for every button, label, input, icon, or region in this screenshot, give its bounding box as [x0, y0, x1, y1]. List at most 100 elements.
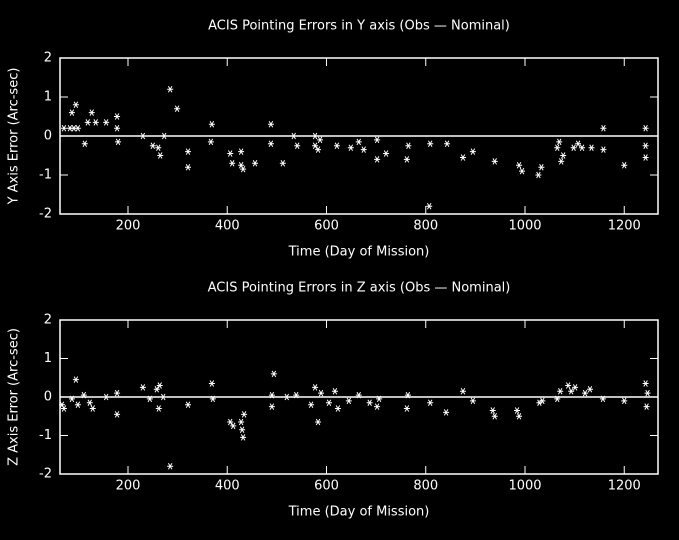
data-point: [167, 85, 174, 93]
y-tick-label: -2: [39, 467, 52, 482]
data-point: [74, 401, 81, 408]
data-point: [519, 167, 526, 175]
data-point: [599, 395, 606, 403]
chart-title: ACIS Pointing Errors in Z axis (Obs — No…: [208, 281, 511, 296]
data-point: [68, 395, 75, 403]
data-point: [491, 412, 498, 420]
data-point: [267, 121, 274, 128]
data-point: [86, 399, 93, 407]
data-point: [459, 154, 466, 161]
x-tick-label: 600: [314, 479, 339, 494]
data-point: [114, 113, 121, 120]
data-point: [239, 426, 246, 433]
data-point: [160, 393, 167, 401]
data-point: [88, 109, 95, 116]
data-point: [565, 382, 572, 389]
x-tick-label: 400: [215, 479, 240, 494]
data-point: [283, 393, 290, 401]
data-point: [374, 136, 381, 144]
y-tick-label: 0: [44, 129, 52, 144]
data-point: [115, 138, 122, 146]
data-point: [539, 397, 546, 405]
data-point: [268, 403, 275, 410]
data-point: [240, 434, 247, 441]
data-point: [376, 395, 383, 403]
data-point: [355, 391, 362, 399]
x-tick-label: 1200: [608, 479, 641, 494]
data-point: [403, 156, 410, 163]
data-point: [489, 407, 496, 414]
y-tick-label: -1: [39, 168, 52, 183]
chart-title: ACIS Pointing Errors in Y axis (Obs — No…: [208, 19, 510, 34]
data-point: [347, 144, 354, 151]
data-point: [209, 395, 216, 403]
data-point: [469, 397, 476, 405]
data-point: [355, 138, 362, 146]
data-point: [153, 386, 160, 393]
data-point: [360, 146, 367, 153]
data-point: [405, 142, 412, 150]
data-point: [557, 387, 564, 395]
data-point: [92, 119, 99, 126]
data-point: [642, 142, 649, 150]
data-point: [568, 387, 575, 395]
data-point: [74, 124, 81, 132]
data-point: [642, 154, 649, 161]
data-point: [139, 384, 146, 391]
data-point: [312, 132, 319, 140]
data-point: [516, 412, 523, 420]
data-point: [208, 121, 215, 128]
data-point: [374, 156, 381, 163]
y-tick-label: 2: [44, 313, 52, 328]
data-point: [290, 132, 297, 140]
data-point: [185, 401, 192, 408]
data-point: [185, 163, 192, 171]
y-tick-label: -1: [39, 428, 52, 443]
y-tick-label: 1: [44, 351, 52, 366]
data-point: [514, 407, 521, 414]
data-point: [238, 418, 245, 426]
data-point: [207, 138, 214, 146]
data-point: [238, 161, 245, 169]
data-point: [308, 401, 315, 408]
data-point: [404, 391, 411, 399]
data-point: [241, 411, 248, 418]
x-tick-label: 400: [215, 219, 240, 234]
y-tick-label: -2: [39, 207, 52, 222]
x-tick-label: 800: [413, 479, 438, 494]
data-point: [229, 160, 236, 167]
data-point: [427, 399, 434, 407]
data-point: [575, 140, 582, 148]
data-point: [426, 202, 433, 210]
data-point: [315, 146, 322, 153]
data-point: [114, 411, 121, 418]
data-point: [81, 140, 88, 148]
data-point: [643, 403, 650, 410]
data-point: [535, 171, 542, 179]
data-point: [156, 382, 163, 389]
data-point: [554, 144, 561, 151]
x-axis-label: Time (Day of Mission): [288, 245, 430, 260]
data-point: [103, 119, 110, 126]
data-point: [149, 142, 156, 150]
data-point: [230, 422, 237, 430]
y-tick-label: 0: [44, 390, 52, 405]
data-point: [317, 136, 324, 144]
data-point: [334, 405, 341, 412]
data-point: [345, 397, 352, 405]
data-point: [68, 109, 75, 116]
data-point: [315, 418, 322, 426]
data-point: [89, 405, 96, 412]
data-point: [60, 124, 67, 132]
data-point: [538, 163, 545, 171]
x-tick-label: 200: [116, 479, 141, 494]
data-point: [208, 380, 215, 387]
data-point: [621, 161, 628, 169]
x-tick-label: 600: [314, 219, 339, 234]
x-axis-label: Time (Day of Mission): [288, 505, 430, 520]
data-point: [556, 138, 563, 146]
data-point: [238, 148, 245, 155]
data-point: [403, 405, 410, 412]
x-tick-label: 200: [116, 219, 141, 234]
